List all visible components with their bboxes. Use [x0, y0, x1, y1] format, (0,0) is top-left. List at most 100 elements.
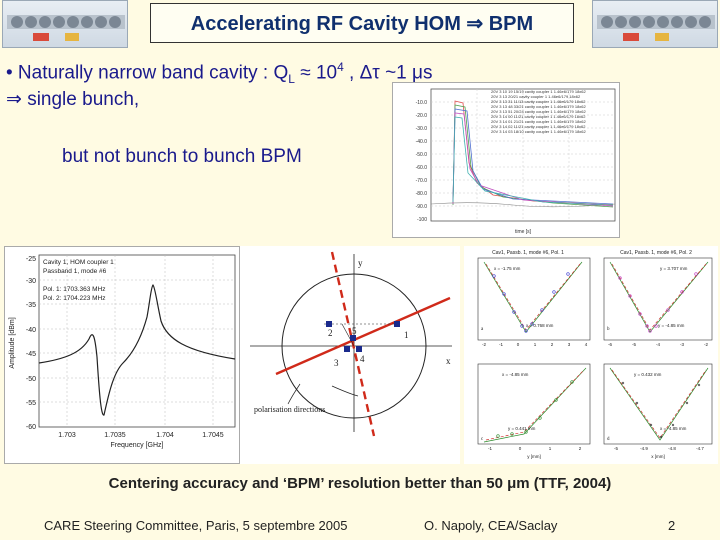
footer-author: O. Napoly, CEA/Saclay [424, 518, 558, 533]
spectrum-xtick: 1.7045 [202, 432, 224, 439]
time-ytick: -100 [417, 217, 427, 223]
spectrum-xtick: 1.704 [156, 432, 174, 439]
spectrum-plot: Cavity 1, HOM coupler 1 Passband 1, mode… [4, 246, 240, 464]
fit-xtick: -4.9 [640, 446, 648, 451]
fit-xtick: -5 [614, 446, 618, 451]
bullet-narrow-band: • Naturally narrow band cavity : QL ≈ 10… [6, 60, 432, 86]
bullet-sup: 4 [337, 60, 344, 74]
fit-xtick: -2 [704, 342, 708, 347]
spectrum-ytick: -25 [26, 256, 36, 263]
fit-xtick: 2 [579, 446, 582, 451]
fit-xtick: 1 [534, 342, 537, 347]
spectrum-legend-entry: Cavity 1, HOM coupler 1 [43, 259, 114, 266]
spectrum-legend-entry: Pol. 2: 1704.223 MHz [43, 295, 106, 302]
spectrum-ytick: -55 [26, 400, 36, 407]
fit-xtick: -4.7 [696, 446, 704, 451]
point-label: 4 [360, 354, 365, 364]
cavity-photo-left [2, 0, 128, 48]
fit-xtick: 4 [585, 342, 588, 347]
fit-xtick: 3 [568, 342, 571, 347]
bullet-tail: , Δτ ~1 μs [343, 62, 433, 84]
time-legend-entry: 20V 3 10 19 15/19 cavity coupler 1 1.46e… [491, 89, 587, 94]
spectrum-xtick: 1.7035 [104, 432, 126, 439]
spectrum-ytick: -35 [26, 302, 36, 309]
bullet-sub: L [288, 72, 295, 87]
fit-xtick: 0 [517, 342, 520, 347]
spectrum-ytick: -40 [26, 327, 36, 334]
fit-xtick: -3 [680, 342, 684, 347]
time-xlabel: time [s] [515, 229, 532, 235]
spectrum-legend-entry: Passband 1, mode #6 [43, 268, 107, 275]
fit-plot-letter: d [607, 437, 610, 442]
time-ytick: -20.0 [416, 113, 428, 119]
fit-annotation: y = 0.432 mm [634, 372, 662, 377]
time-ytick: -80.0 [416, 191, 428, 197]
time-legend-entry: 20V 3 14 00 11/21 cavity coupler 1 1.46e… [491, 114, 586, 119]
bullet-text: • Naturally narrow band cavity : Q [6, 62, 289, 84]
time-legend-entry: 20V 3 14 02 11/21 cavity coupler 1 1.46e… [491, 124, 586, 129]
spectrum-ytick: -50 [26, 376, 36, 383]
point-3-marker [344, 346, 350, 352]
spectrum-ytick: -30 [26, 278, 36, 285]
bullet-not-bunch-to-bunch: but not bunch to bunch BPM [62, 146, 302, 167]
spectrum-legend-entry: Pol. 1: 1703.363 MHz [43, 286, 106, 293]
fit-xtick: -4.8 [668, 446, 676, 451]
point-label: 1 [404, 330, 409, 340]
diagram-y-label: y [358, 258, 363, 268]
fit-xlabel: x [mm] [651, 454, 665, 459]
fit-xtick: 2 [551, 342, 554, 347]
time-legend-entry: 20V 3 14 03 18/10 cavity coupler 1 1.46e… [491, 129, 587, 134]
polarisation-diagram: y x 1 2 3 4 5 polarisation directions [240, 246, 460, 464]
fit-xtick: -4 [656, 342, 660, 347]
spectrum-ytick: -60 [26, 424, 36, 431]
fit-annotation: y = 3.707 mm [660, 266, 688, 271]
point-label: 2 [328, 328, 333, 338]
point-5-marker [350, 335, 356, 341]
fit-plot-letter: b [607, 327, 610, 332]
time-ytick: -10.0 [416, 100, 428, 106]
fit-xtick: -6 [608, 342, 612, 347]
time-ytick: -70.0 [416, 178, 428, 184]
bullet-approx: ≈ 10 [294, 62, 338, 84]
time-ytick: -60.0 [416, 165, 428, 171]
fit-xtick: -2 [482, 342, 486, 347]
centering-accuracy-caption: Centering accuracy and ‘BPM’ resolution … [108, 475, 612, 492]
slide-title: Accelerating RF Cavity HOM ⇒ BPM [150, 3, 574, 43]
footer-event: CARE Steering Committee, Paris, 5 septem… [44, 518, 348, 533]
time-legend-entry: 20V 3 14 01 21/21 cavity coupler 1 1.46e… [491, 119, 587, 124]
point-label: 5 [352, 326, 357, 336]
fit-xtick: -1 [499, 342, 503, 347]
fit-plots: Cav1, Passb. 1, mode #6, Pol. 1 x = -1.7… [464, 246, 718, 464]
fit-minimum-label: y = -4.85 mm [658, 323, 685, 328]
time-ytick: -90.0 [416, 204, 428, 210]
footer-page-number: 2 [668, 518, 676, 533]
time-legend-entry: 20V 3 13 20/21 cavity coupler 1 1.46e6/1… [491, 94, 581, 99]
time-ytick: -50.0 [416, 152, 428, 158]
fit-annotation: x = -4.85 mm [502, 372, 529, 377]
time-ytick: -40.0 [416, 139, 428, 145]
fit-plot-letter: a [481, 327, 484, 332]
fit-xtick: -5 [632, 342, 636, 347]
point-2-marker [326, 321, 332, 327]
cavity-photo-right [592, 0, 718, 48]
diagram-x-label: x [446, 356, 451, 366]
fit-xtick: -1 [488, 446, 492, 451]
point-label: 3 [334, 358, 339, 368]
fit-plot-letter: c [481, 437, 484, 442]
fit-plot-title: Cav1, Passb. 1, mode #6, Pol. 2 [620, 250, 692, 256]
point-1-marker [394, 321, 400, 327]
spectrum-ytick: -45 [26, 351, 36, 358]
time-legend-entry: 20V 3 13 31 11/13 cavity coupler 1 1.46e… [491, 99, 586, 104]
fit-xlabel: y [mm] [527, 454, 541, 459]
spectrum-xtick: 1.703 [58, 432, 76, 439]
polarisation-caption: polarisation directions [254, 405, 325, 414]
point-4-marker [356, 346, 362, 352]
time-legend-entry: 20V 3 13 51 20/24 cavity coupler 1 1.46e… [491, 109, 587, 114]
fit-xtick: 0 [519, 446, 522, 451]
time-legend-entry: 20V 3 13 48 33/21 cavity coupler 1 1.46e… [491, 104, 587, 109]
fit-minimum-label: x = -4.85 mm [660, 426, 687, 431]
bullet-single-bunch: ⇒ single bunch, [6, 89, 140, 110]
spectrum-xlabel: Frequency [GHz] [111, 442, 164, 449]
time-decay-plot: 20V 3 10 19 15/19 cavity coupler 1 1.46e… [392, 82, 620, 238]
